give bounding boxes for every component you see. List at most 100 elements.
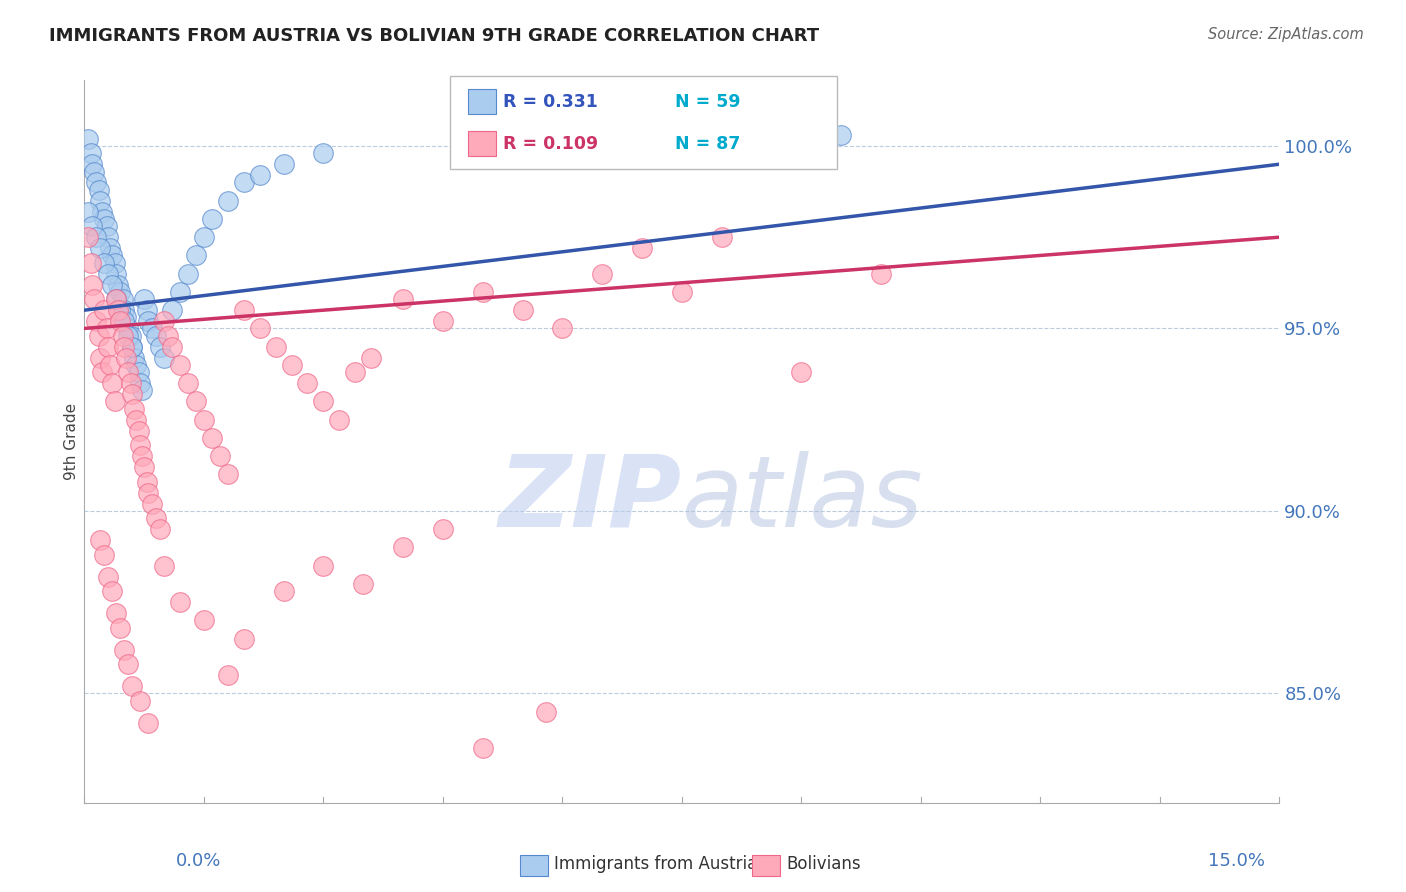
Point [129, 693, 152, 707]
Point [135, 475, 157, 489]
Point [104, 394, 127, 409]
Point [117, 328, 139, 343]
Text: N = 87: N = 87 [675, 135, 740, 153]
Point [121, 340, 143, 354]
Point [312, 394, 335, 409]
Point [135, 303, 157, 318]
Text: 0.0%: 0.0% [176, 852, 221, 870]
Point [93, 211, 115, 226]
Point [169, 358, 191, 372]
Point [120, 328, 142, 343]
Point [149, 522, 172, 536]
Point [129, 376, 152, 391]
Point [312, 558, 335, 573]
Point [392, 292, 415, 306]
Point [112, 314, 135, 328]
Point [110, 285, 132, 299]
Point [177, 376, 200, 391]
Point [153, 351, 176, 365]
Point [201, 211, 224, 226]
Point [128, 424, 150, 438]
Point [297, 376, 319, 391]
Text: IMMIGRANTS FROM AUSTRIA VS BOLIVIAN 9TH GRADE CORRELATION CHART: IMMIGRANTS FROM AUSTRIA VS BOLIVIAN 9TH … [49, 27, 820, 45]
Point [141, 497, 163, 511]
Point [232, 303, 254, 318]
Point [551, 321, 574, 335]
Point [83, 292, 105, 306]
Point [97, 267, 120, 281]
Point [77, 230, 100, 244]
Point [90, 365, 112, 379]
Point [145, 511, 167, 525]
Point [122, 401, 145, 416]
Point [98, 241, 121, 255]
Point [360, 351, 382, 365]
Point [80, 146, 103, 161]
Point [145, 328, 167, 343]
Point [177, 267, 200, 281]
Point [101, 277, 124, 292]
Point [131, 384, 153, 398]
Point [105, 267, 128, 281]
Point [136, 485, 159, 500]
Point [631, 241, 654, 255]
Point [105, 292, 128, 306]
Point [273, 157, 295, 171]
Point [591, 267, 613, 281]
Point [117, 365, 139, 379]
Point [208, 449, 231, 463]
Point [217, 194, 239, 208]
Point [98, 358, 121, 372]
Point [87, 328, 110, 343]
Point [232, 632, 254, 646]
Point [112, 340, 135, 354]
Point [87, 183, 110, 197]
Y-axis label: 9th Grade: 9th Grade [63, 403, 79, 480]
Point [96, 219, 118, 234]
Point [86, 230, 108, 244]
Point [312, 146, 335, 161]
Point [122, 351, 145, 365]
Point [136, 715, 159, 730]
Point [710, 230, 733, 244]
Point [112, 303, 135, 318]
Point [110, 303, 132, 318]
Point [193, 230, 215, 244]
Point [432, 522, 454, 536]
Point [111, 292, 134, 306]
Point [160, 303, 183, 318]
Point [184, 394, 207, 409]
Point [77, 204, 100, 219]
Point [184, 248, 207, 262]
Point [193, 613, 215, 627]
Point [169, 285, 191, 299]
Point [201, 431, 224, 445]
Text: ZIP: ZIP [499, 450, 682, 548]
Point [105, 606, 128, 620]
Point [101, 376, 124, 391]
Point [96, 321, 118, 335]
Point [104, 256, 127, 270]
Point [217, 467, 239, 482]
Point [121, 679, 143, 693]
Point [830, 128, 852, 142]
Point [169, 595, 191, 609]
Point [132, 460, 156, 475]
Point [93, 548, 115, 562]
Point [512, 303, 534, 318]
Point [112, 642, 135, 657]
Point [114, 310, 136, 325]
Point [128, 365, 150, 379]
Point [101, 248, 124, 262]
Text: 15.0%: 15.0% [1208, 852, 1265, 870]
Point [120, 376, 142, 391]
Point [249, 321, 271, 335]
Point [193, 412, 215, 426]
Point [125, 412, 148, 426]
Point [790, 365, 813, 379]
Point [160, 340, 183, 354]
Point [105, 292, 128, 306]
Point [107, 303, 129, 318]
Text: R = 0.331: R = 0.331 [503, 93, 598, 111]
Point [344, 365, 367, 379]
